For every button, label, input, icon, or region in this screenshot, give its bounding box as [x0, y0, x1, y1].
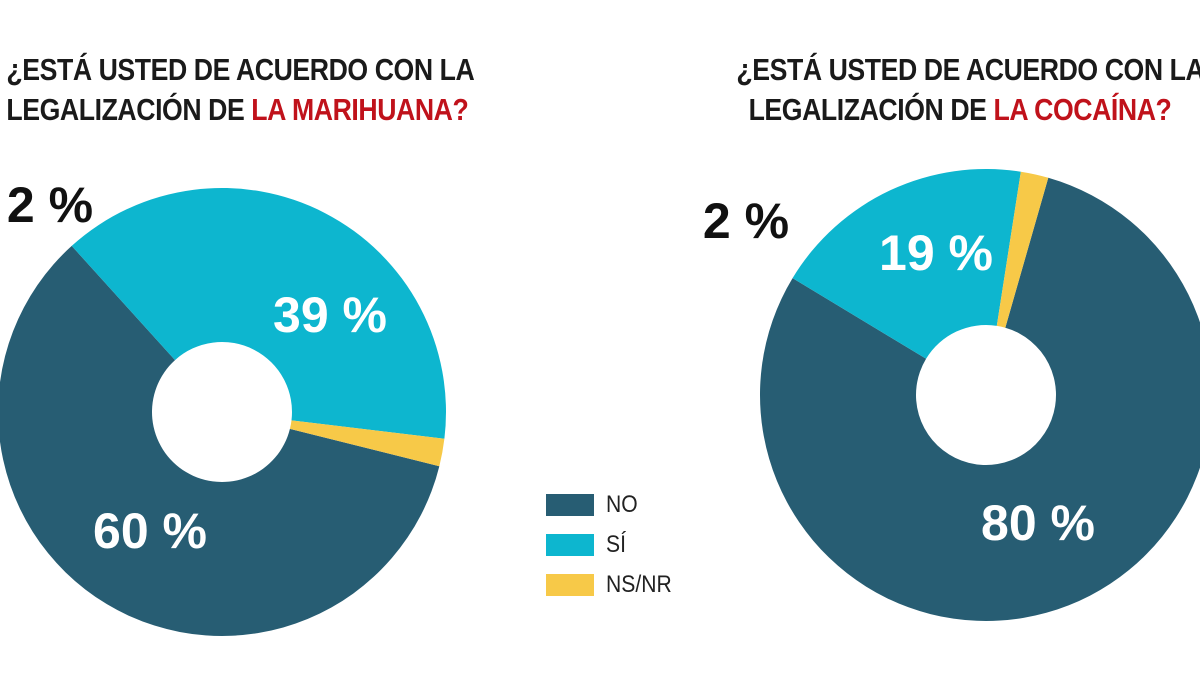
- data-label-nsnr-chart-1: 2 %: [7, 177, 93, 233]
- slice-nsnr-chart-2: [996, 171, 1049, 328]
- legend-item-no: NO: [546, 485, 681, 525]
- legend-item-si: SÍ: [546, 525, 681, 565]
- chart-title-cocaina: ¿ESTÁ USTED DE ACUERDO CON LA LEGALIZACI…: [736, 50, 1200, 130]
- legend-swatch-no: [546, 494, 594, 516]
- legend-label: NO: [606, 491, 638, 518]
- data-label-no-chart-1: 60 %: [93, 503, 207, 559]
- legend-label: SÍ: [606, 531, 626, 558]
- title-line-2: LEGALIZACIÓN DE LA MARIHUANA?: [6, 90, 468, 130]
- legend: NO SÍ NS/NR: [546, 485, 681, 605]
- title-prefix: LEGALIZACIÓN DE: [6, 92, 252, 127]
- title-line-1: ¿ESTÁ USTED DE ACUERDO CON LA: [6, 52, 475, 87]
- title-highlight: LA MARIHUANA?: [251, 92, 469, 127]
- data-label-si-chart-1: 39 %: [273, 287, 387, 343]
- title-prefix: LEGALIZACIÓN DE: [748, 92, 994, 127]
- legend-label: NS/NR: [606, 571, 672, 598]
- data-label-no-chart-2: 80 %: [981, 495, 1095, 551]
- data-label-si-chart-2: 19 %: [879, 225, 993, 281]
- title-highlight: LA COCAÍNA?: [993, 92, 1172, 127]
- legend-swatch-si: [546, 534, 594, 556]
- chart-title-marihuana: ¿ESTÁ USTED DE ACUERDO CON LA LEGALIZACI…: [6, 50, 475, 130]
- slice-si-chart-1: [71, 188, 446, 439]
- slice-no-chart-2: [760, 177, 1200, 621]
- title-line-1: ¿ESTÁ USTED DE ACUERDO CON LA: [736, 52, 1200, 87]
- slice-no-chart-1: [0, 245, 440, 636]
- slice-nsnr-chart-1: [289, 420, 445, 467]
- legend-item-nsnr: NS/NR: [546, 565, 681, 605]
- title-line-2: LEGALIZACIÓN DE LA COCAÍNA?: [736, 90, 1183, 130]
- data-label-nsnr-chart-2: 2 %: [703, 193, 789, 249]
- legend-swatch-nsnr: [546, 574, 594, 596]
- slice-si-chart-2: [792, 169, 1021, 359]
